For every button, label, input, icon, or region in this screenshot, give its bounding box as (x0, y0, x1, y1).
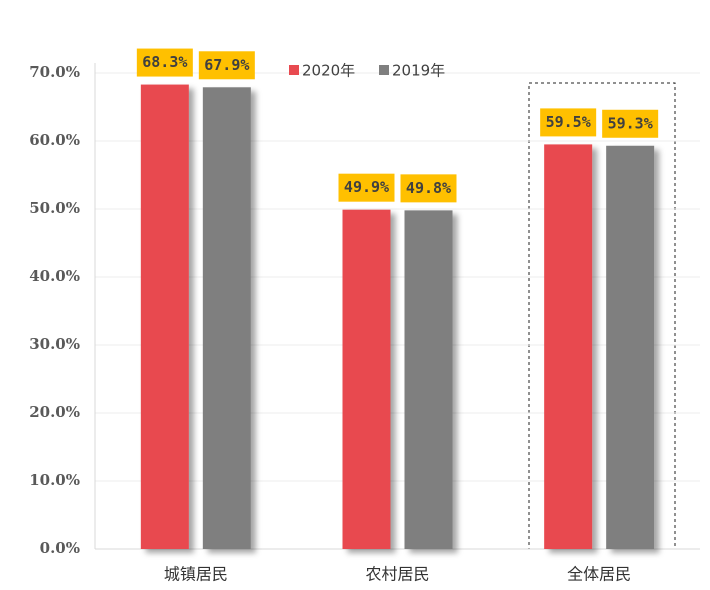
bar (404, 210, 453, 550)
value-label-bg (198, 51, 255, 80)
value-label: 59.3% (608, 114, 653, 132)
value-label-bg (602, 109, 659, 138)
value-label-bg (338, 173, 395, 202)
legend-swatch (289, 65, 299, 75)
y-tick-label: 0.0% (40, 539, 80, 557)
y-tick-label: 60.0% (29, 131, 80, 149)
bar (606, 145, 655, 549)
value-label-bg (400, 174, 457, 203)
x-tick-label: 全体居民 (567, 565, 631, 584)
value-label: 68.3% (142, 53, 187, 71)
y-tick-label: 50.0% (29, 199, 80, 217)
y-tick-label: 10.0% (29, 471, 80, 489)
value-label-bg (540, 108, 597, 137)
value-label-bg (136, 48, 193, 77)
value-label: 67.9% (204, 56, 249, 74)
y-tick-label: 20.0% (29, 403, 80, 421)
legend-label: 2020年 (302, 62, 355, 80)
x-tick-label: 城镇居民 (164, 565, 228, 584)
y-tick-label: 70.0% (29, 63, 80, 81)
y-tick-label: 40.0% (29, 267, 80, 285)
bar (342, 209, 391, 549)
x-tick-label: 农村居民 (365, 565, 429, 584)
bar (140, 84, 189, 549)
bar (544, 144, 593, 549)
bar (202, 87, 251, 549)
legend-label: 2019年 (392, 62, 445, 80)
value-label: 49.9% (344, 178, 389, 196)
value-label: 49.8% (406, 179, 451, 197)
y-tick-label: 30.0% (29, 335, 80, 353)
legend-swatch (379, 65, 389, 75)
value-label: 59.5% (546, 113, 591, 131)
